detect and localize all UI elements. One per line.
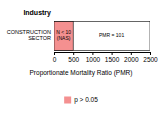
tick: 0: [53, 52, 57, 63]
tick-mark: [131, 52, 132, 55]
bar: [54, 22, 73, 51]
tick-label: 500: [68, 56, 79, 63]
chart: N < 10(NAS) PMR = 101 0 500 1000 1500 2000 2500…: [0, 0, 162, 135]
annotation: PMR = 101: [99, 32, 124, 38]
bar: [54, 22, 150, 51]
annotation: N < 10(NAS): [56, 30, 71, 42]
tick: 2500: [143, 52, 158, 63]
tick: 500: [68, 52, 79, 63]
legend: p > 0.05: [64, 96, 98, 104]
tick-mark: [54, 52, 55, 55]
tick-mark: [92, 52, 93, 55]
tick: 1500: [105, 52, 120, 63]
text-line: CONSTRUCTION: [7, 29, 51, 35]
x-label: Proportionate Mortality Ratio (PMR): [30, 69, 133, 77]
tick-label: 2500: [143, 56, 158, 63]
tick-label: 0: [53, 56, 57, 63]
tick: 2000: [124, 52, 139, 63]
tick: 1000: [86, 52, 101, 63]
category-label: CONSTRUCTIONSECTOR: [7, 29, 51, 41]
text-line: PMR = 101: [99, 32, 124, 38]
tick-mark: [73, 52, 74, 55]
tick-label: 1500: [105, 56, 120, 63]
tick-mark: [150, 52, 151, 55]
legend-label: p > 0.05: [74, 96, 98, 104]
text-line: (NAS): [57, 35, 71, 41]
y-label: Industry: [23, 9, 51, 17]
legend-swatch: [64, 97, 71, 104]
tick-label: 1000: [86, 56, 101, 63]
text-line: SECTOR: [28, 36, 51, 42]
x-axis: 0 500 1000 1500 2000 2500: [53, 52, 158, 63]
bars: [54, 22, 150, 51]
tick-label: 2000: [124, 56, 139, 63]
tick-mark: [112, 52, 113, 55]
